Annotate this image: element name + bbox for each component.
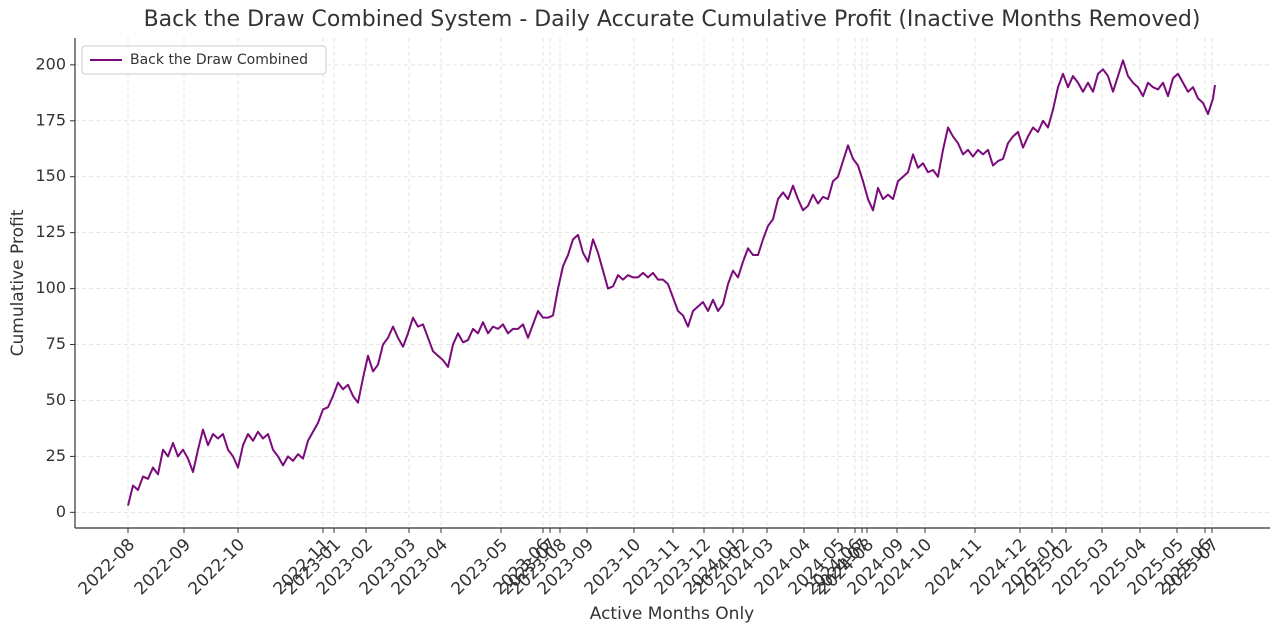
y-tick-label: 175 bbox=[35, 110, 66, 129]
y-tick-label: 150 bbox=[35, 166, 66, 185]
y-tick-label: 0 bbox=[56, 502, 66, 521]
data-line bbox=[127, 59, 1216, 506]
y-tick-label: 100 bbox=[35, 278, 66, 297]
y-tick-label: 200 bbox=[35, 54, 66, 73]
y-axis-label: Cumulative Profit bbox=[8, 209, 28, 356]
legend: Back the Draw Combined bbox=[81, 45, 327, 75]
y-tick-label: 75 bbox=[46, 334, 66, 353]
x-axis-label: Active Months Only bbox=[590, 604, 754, 624]
y-tick-label: 25 bbox=[46, 446, 66, 465]
legend-label: Back the Draw Combined bbox=[130, 52, 308, 68]
y-tick-label: 50 bbox=[46, 390, 66, 409]
x-tick-label: 2022-09 bbox=[131, 535, 195, 599]
chart-title: Back the Draw Combined System - Daily Ac… bbox=[144, 7, 1201, 32]
x-tick-label: 2022-08 bbox=[75, 535, 139, 599]
x-tick-label: 2022-10 bbox=[185, 535, 249, 599]
legend-box bbox=[81, 45, 327, 75]
y-tick-label: 125 bbox=[35, 222, 66, 241]
